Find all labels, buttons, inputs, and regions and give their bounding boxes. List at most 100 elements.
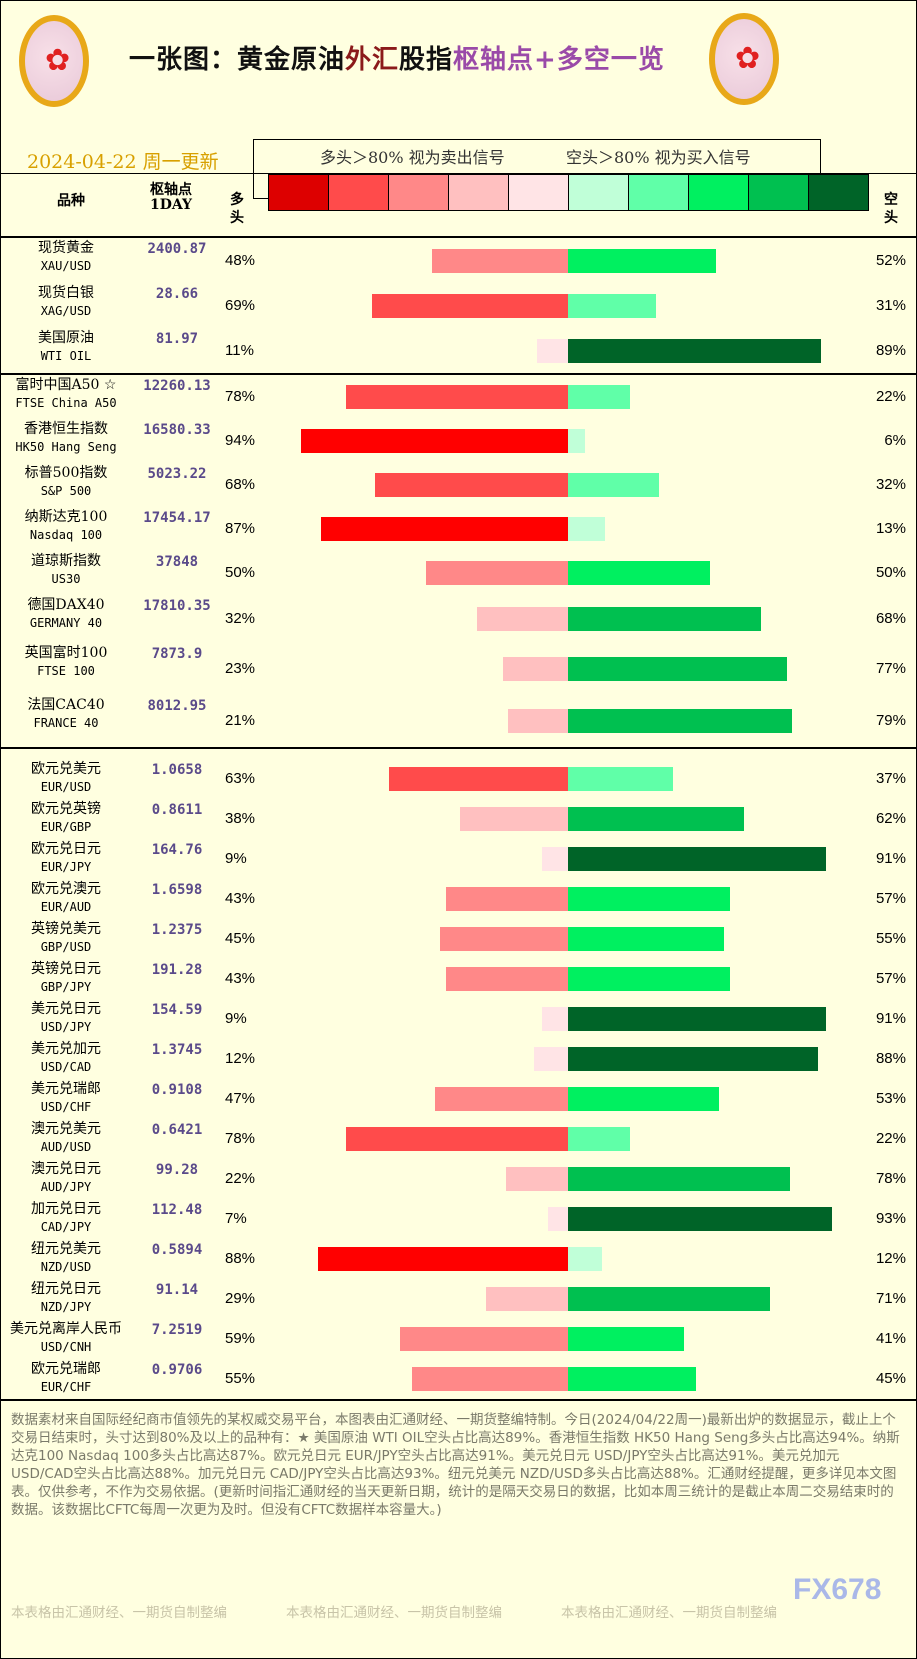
long-bar [440, 927, 568, 951]
table-row: 欧元兑瑞郎 EUR/CHF 0.9706 55% 45% [1, 1359, 916, 1399]
instrument-en: AUD/USD [40, 1140, 92, 1154]
long-pct: 21% [225, 712, 256, 729]
table-row: 现货白银 XAG/USD 28.66 69% 31% [1, 283, 916, 328]
short-pct: 62% [875, 810, 906, 827]
short-bar [568, 1007, 827, 1031]
instrument-cn: 现货黄金 [38, 240, 94, 256]
instrument-en: EUR/GBP [40, 820, 92, 834]
long-pct: 29% [225, 1290, 256, 1307]
instrument-cn: 美元兑离岸人民币 [10, 1321, 122, 1337]
long-pct: 43% [225, 890, 256, 907]
long-pct: 9% [225, 850, 247, 867]
instrument-name: 富时中国A50 ☆ FTSE China A50 [3, 376, 129, 412]
table-row: 美元兑加元 USD/CAD 1.3745 12% 88% [1, 1039, 916, 1079]
pivot-value: 164.76 [151, 842, 203, 858]
long-bar [505, 1167, 568, 1191]
long-bar [374, 473, 568, 497]
long-pct: 87% [225, 520, 256, 537]
instrument-en: EUR/JPY [40, 860, 92, 874]
long-bar [508, 709, 568, 733]
instrument-cn: 英镑兑美元 [31, 921, 101, 937]
instrument-name: 欧元兑日元 EUR/JPY [3, 840, 129, 876]
short-pct: 77% [875, 660, 906, 677]
pivot-value: 0.8611 [151, 802, 203, 818]
instrument-name: 香港恒生指数 HK50 Hang Seng [3, 420, 129, 456]
pivot-value: 91.14 [155, 1282, 199, 1298]
short-bar [568, 1127, 631, 1151]
instrument-en: HK50 Hang Seng [15, 440, 117, 454]
short-pct: 37% [875, 770, 906, 787]
legend-swatch [508, 174, 569, 211]
pivot-value: 99.28 [155, 1162, 199, 1178]
legend-swatch [748, 174, 809, 211]
short-bar [568, 473, 659, 497]
instrument-cn: 欧元兑美元 [31, 761, 101, 777]
instrument-cn: 加元兑日元 [31, 1201, 101, 1217]
long-pct: 88% [225, 1250, 256, 1267]
pivot-value: 8012.95 [147, 698, 207, 714]
table-row: 澳元兑日元 AUD/JPY 99.28 22% 78% [1, 1159, 916, 1199]
instrument-name: 纽元兑美元 NZD/USD [3, 1240, 129, 1276]
pivot-value: 17454.17 [143, 510, 211, 526]
long-pct: 68% [225, 476, 256, 493]
legend-swatch [448, 174, 509, 211]
short-bar [568, 1247, 603, 1271]
long-bar [445, 967, 568, 991]
instrument-name: 欧元兑英镑 EUR/GBP [3, 800, 129, 836]
pivot-value: 0.5894 [151, 1242, 203, 1258]
instrument-cn: 香港恒生指数 [24, 421, 108, 437]
short-bar [568, 1287, 770, 1311]
long-bar [502, 657, 568, 681]
short-bar [568, 1087, 719, 1111]
watermark: 本表格由汇通财经、一期货自制整编 [11, 1605, 227, 1621]
instrument-en: NZD/USD [40, 1260, 92, 1274]
long-pct: 63% [225, 770, 256, 787]
pivot-value: 1.3745 [151, 1042, 203, 1058]
short-bar [568, 887, 730, 911]
short-bar [568, 657, 787, 681]
long-bar [346, 1127, 568, 1151]
long-bar [400, 1327, 568, 1351]
long-pct: 22% [225, 1170, 256, 1187]
instrument-cn: 现货白银 [38, 285, 94, 301]
title-part: 股指 [399, 45, 454, 75]
long-bar [431, 248, 568, 273]
long-bar [533, 1047, 568, 1071]
short-bar [568, 1327, 685, 1351]
table-row: 德国DAX40 GERMANY 40 17810.35 32% 68% [1, 595, 916, 643]
update-date: 2024-04-22 周一更新 [27, 151, 219, 173]
short-bar [568, 1367, 696, 1391]
short-pct: 32% [875, 476, 906, 493]
short-bar [568, 1207, 833, 1231]
instrument-name: 美国原油 WTI OIL [3, 329, 129, 365]
legend-short: 空头＞80% 视为买入信号 [566, 148, 751, 167]
instrument-cn: 标普500指数 [24, 465, 108, 481]
long-pct: 50% [225, 564, 256, 581]
table-row: 纽元兑日元 NZD/JPY 91.14 29% 71% [1, 1279, 916, 1319]
instrument-en: NZD/JPY [40, 1300, 92, 1314]
instrument-name: 现货白银 XAG/USD [3, 284, 129, 320]
short-pct: 57% [875, 890, 906, 907]
instrument-name: 欧元兑澳元 EUR/AUD [3, 880, 129, 916]
long-pct: 55% [225, 1370, 256, 1387]
long-pct: 45% [225, 930, 256, 947]
long-pct: 47% [225, 1090, 256, 1107]
instrument-cn: 纽元兑日元 [31, 1281, 101, 1297]
pivot-value: 0.6421 [151, 1122, 203, 1138]
table-row: 欧元兑美元 EUR/USD 1.0658 63% 37% [1, 759, 916, 799]
long-pct: 78% [225, 1130, 256, 1147]
instrument-name: 加元兑日元 CAD/JPY [3, 1200, 129, 1236]
col-pivot: 枢轴点 [150, 182, 192, 198]
table-row: 欧元兑澳元 EUR/AUD 1.6598 43% 57% [1, 879, 916, 919]
instrument-cn: 欧元兑瑞郎 [31, 1361, 101, 1377]
instrument-en: AUD/JPY [40, 1180, 92, 1194]
table-row: 纽元兑美元 NZD/USD 0.5894 88% 12% [1, 1239, 916, 1279]
logo-right: ✿ [709, 13, 779, 105]
long-bar [389, 767, 568, 791]
table-row: 道琼斯指数 US30 37848 50% 50% [1, 551, 916, 595]
short-bar [568, 248, 716, 273]
legend-long: 多头＞80% 视为卖出信号 [320, 148, 505, 167]
legend-swatch [328, 174, 389, 211]
instrument-en: US30 [51, 572, 81, 586]
long-bar [372, 293, 568, 318]
